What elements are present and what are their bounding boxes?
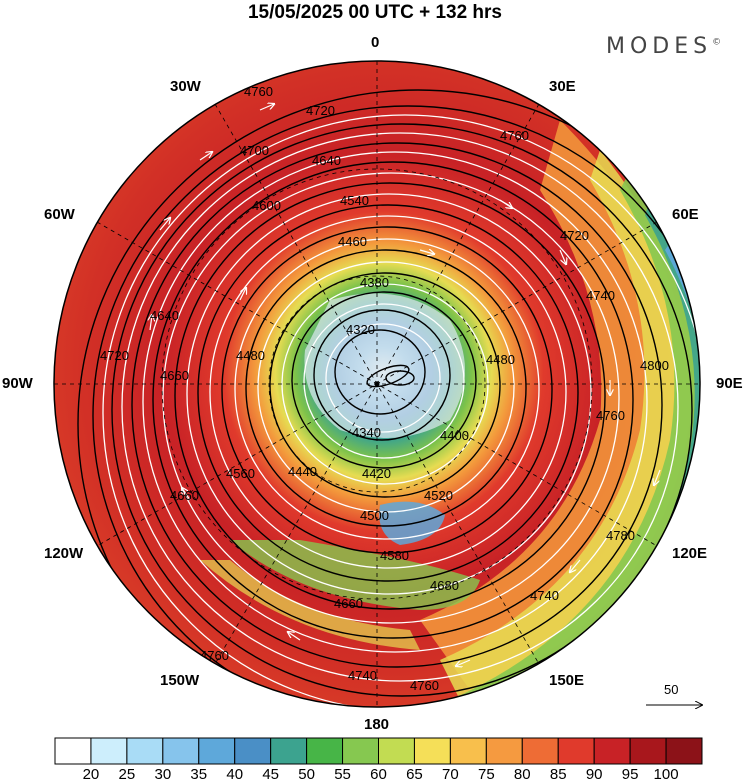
contour-label: 4740: [586, 288, 615, 303]
scale-vector-label: 50: [664, 682, 679, 697]
contour-labels: 4760 4720 4700 4640 4600 4540 4460 4380 …: [100, 84, 669, 693]
contour-label: 4440: [288, 464, 317, 479]
contour-label: 4640: [150, 308, 179, 323]
colorbar-swatch: [342, 737, 379, 765]
colorbar-swatch: [378, 737, 415, 765]
wind-streamlines: [102, 114, 700, 707]
colorbar-swatch: [270, 737, 308, 765]
lon-label-120w: 120W: [44, 545, 84, 562]
colorbar-tick-label: 30: [154, 766, 172, 783]
contour-label: 4660: [334, 596, 363, 611]
contour-label: 4760: [244, 84, 273, 99]
colorbar-swatch: [162, 737, 200, 765]
colorbar-tick-label: 90: [585, 766, 603, 783]
colorbar-tick-label: 50: [298, 766, 315, 783]
contour-label: 4760: [200, 648, 229, 663]
colorbar-tick-label: 55: [334, 766, 351, 783]
map-title: 15/05/2025 00 UTC + 132 hrs: [247, 2, 503, 23]
colorbar-tick-label: 45: [262, 766, 279, 783]
colorbar-swatch: [665, 737, 703, 765]
colorbar-swatch: [306, 737, 344, 765]
colorbar-tick-label: 85: [549, 766, 567, 783]
lon-label-180: 180: [364, 716, 390, 733]
contour-label: 4780: [606, 528, 635, 543]
contour-label: 4600: [252, 198, 281, 213]
contour-label: 4760: [596, 408, 625, 423]
colorbar-swatch: [485, 737, 523, 765]
brand-name: MODES: [606, 34, 713, 59]
lon-label-120e: 120E: [672, 545, 708, 562]
lon-label-150w: 150W: [160, 672, 200, 689]
contour-label: 4580: [380, 548, 409, 563]
contour-label: 4560: [226, 466, 255, 481]
contour-label: 4800: [640, 358, 669, 373]
lon-label-30w: 30W: [170, 78, 201, 95]
colorbar-tick-label: 80: [513, 766, 531, 783]
contour-label: 4380: [360, 275, 389, 290]
contour-label: 4520: [424, 488, 453, 503]
contour-label: 4480: [236, 348, 265, 363]
contour-label: 4660: [170, 488, 199, 503]
lon-label-150e: 150E: [549, 672, 585, 689]
wind-speed-field: 4760 4720 4700 4640 4600 4540 4460 4380 …: [54, 61, 700, 707]
contour-label: 4500: [360, 508, 389, 523]
contour-label: 4660: [160, 368, 189, 383]
lon-label-0: 0: [371, 34, 380, 51]
colorbar-swatch: [198, 737, 236, 765]
colorbar-swatch: [54, 737, 92, 765]
contour-label: 4760: [500, 128, 529, 143]
colorbar-swatch: [557, 737, 595, 765]
brand-logo: MODES©: [606, 34, 721, 59]
colorbar-swatch: [593, 737, 631, 765]
contour-label: 4400: [440, 428, 469, 443]
colorbar-swatch: [90, 737, 128, 765]
contour-label: 4540: [340, 193, 369, 208]
contour-label: 4720: [100, 348, 129, 363]
colorbar-tick-label: 70: [442, 766, 459, 783]
lon-label-60w: 60W: [44, 206, 75, 223]
contour-label: 4680: [430, 578, 459, 593]
colorbar-tick-label: 25: [118, 766, 136, 783]
colorbar-tick-label: 20: [82, 766, 100, 783]
contour-label: 4740: [530, 588, 559, 603]
colorbar-swatch: [234, 737, 272, 765]
colorbar-tick-label: 95: [621, 766, 639, 783]
colorbar-tick-label: 60: [370, 766, 387, 783]
colorbar-tick-label: 35: [190, 766, 208, 783]
contour-label: 4700: [240, 143, 269, 158]
colorbar-swatch: [629, 737, 667, 765]
contour-label: 4420: [362, 466, 391, 481]
colorbar-swatch: [413, 737, 451, 765]
colorbar-swatch: [449, 737, 487, 765]
colorbar-tick-label: 100: [653, 766, 679, 783]
map-border: [53, 60, 701, 708]
contour-label: 4480: [486, 352, 515, 367]
lon-label-90e: 90E: [716, 375, 743, 392]
colorbar-tick-label: 40: [226, 766, 244, 783]
lon-label-90w: 90W: [2, 375, 33, 392]
contour-label: 4320: [346, 322, 375, 337]
pole-marker: [374, 381, 380, 387]
contour-label: 4340: [352, 425, 381, 440]
height-contours: [77, 89, 700, 707]
colorbar-swatch: [521, 737, 559, 765]
streamline-arrows: [150, 104, 661, 666]
contour-label: 4720: [306, 103, 335, 118]
contour-label: 4640: [312, 153, 341, 168]
contour-label: 4740: [348, 668, 377, 683]
contour-label: 4760: [410, 678, 439, 693]
brand-mark: ©: [712, 37, 722, 48]
colorbar-tick-label: 65: [406, 766, 423, 783]
colorbar-tick-label: 75: [477, 766, 495, 783]
contour-label: 4460: [338, 234, 367, 249]
graticule: [54, 61, 700, 707]
colorbar: [54, 737, 703, 765]
contour-label: 4720: [560, 228, 589, 243]
colorbar-swatch: [126, 737, 164, 765]
lon-label-60e: 60E: [672, 206, 699, 223]
lon-label-30e: 30E: [549, 78, 576, 95]
